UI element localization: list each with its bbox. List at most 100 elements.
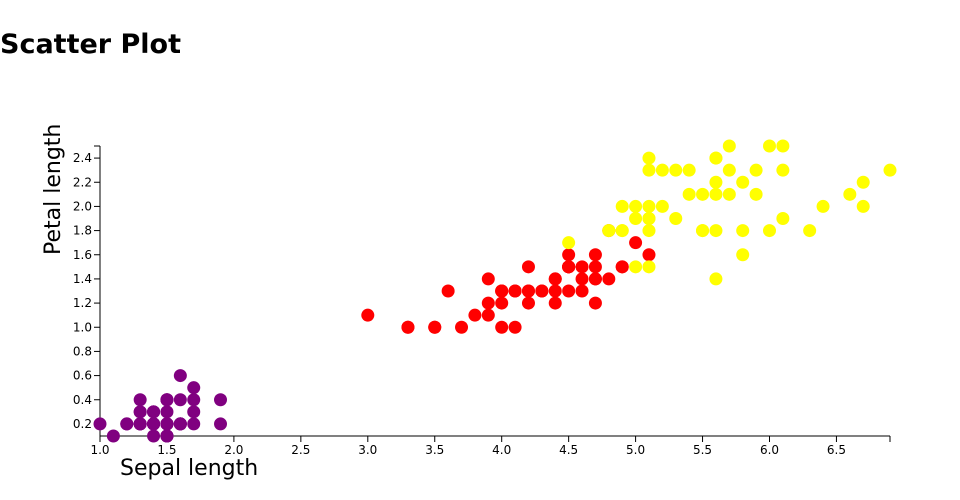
point xyxy=(173,417,187,431)
point xyxy=(133,417,147,431)
x-tick-label: 1.5 xyxy=(157,443,176,457)
point xyxy=(214,393,228,407)
point xyxy=(481,272,495,286)
point xyxy=(508,284,522,298)
point xyxy=(856,175,870,189)
point xyxy=(642,212,656,225)
point xyxy=(696,224,710,238)
point xyxy=(147,405,161,419)
point xyxy=(816,199,830,213)
point xyxy=(562,248,576,262)
point xyxy=(709,187,723,201)
point xyxy=(642,151,656,165)
point xyxy=(803,224,817,238)
y-tick-label: 1.4 xyxy=(73,272,92,286)
point xyxy=(709,151,723,165)
y-tick-label: 1.0 xyxy=(73,320,92,334)
point xyxy=(548,296,562,310)
point xyxy=(736,248,750,262)
point xyxy=(776,163,790,177)
point xyxy=(575,284,589,298)
point xyxy=(401,320,415,334)
point xyxy=(187,393,201,407)
point xyxy=(548,284,562,298)
point xyxy=(588,272,602,286)
point xyxy=(173,393,187,407)
point xyxy=(160,393,174,407)
point xyxy=(642,163,656,177)
point xyxy=(521,284,535,298)
point xyxy=(588,296,602,310)
point xyxy=(173,369,187,383)
point xyxy=(749,163,763,177)
point xyxy=(709,224,723,238)
x-tick-label: 4.0 xyxy=(492,443,511,457)
point xyxy=(214,417,228,431)
point xyxy=(187,405,201,419)
point xyxy=(722,163,736,177)
point xyxy=(682,163,696,177)
x-tick-label: 5.5 xyxy=(693,443,712,457)
point xyxy=(187,417,201,431)
point xyxy=(588,260,602,274)
point xyxy=(709,175,723,189)
y-tick-label: 1.8 xyxy=(73,224,92,238)
x-tick-label: 2.0 xyxy=(224,443,243,457)
point xyxy=(856,199,870,213)
point xyxy=(642,248,656,262)
point xyxy=(615,260,629,274)
point xyxy=(562,236,576,250)
point xyxy=(736,175,750,189)
y-tick-label: 2.0 xyxy=(73,199,92,213)
y-tick-label: 1.2 xyxy=(73,296,92,310)
point xyxy=(361,308,375,322)
point xyxy=(548,272,562,286)
point xyxy=(669,163,683,177)
point xyxy=(629,199,643,213)
point xyxy=(682,187,696,201)
x-tick-label: 2.5 xyxy=(291,443,310,457)
point xyxy=(883,163,897,177)
x-axis-label: Sepal length xyxy=(120,456,258,481)
y-tick-label: 1.6 xyxy=(73,248,92,262)
point xyxy=(521,260,535,274)
point xyxy=(508,320,522,334)
x-tick-label: 3.0 xyxy=(358,443,377,457)
point xyxy=(495,296,509,310)
point xyxy=(160,405,174,419)
point xyxy=(669,212,683,225)
point xyxy=(762,139,776,153)
y-tick-label: 0.2 xyxy=(73,417,92,431)
point xyxy=(455,320,469,334)
point xyxy=(562,260,576,274)
point xyxy=(749,187,763,201)
point xyxy=(495,320,509,334)
point xyxy=(147,429,161,443)
point xyxy=(160,417,174,431)
y-tick-label: 0.8 xyxy=(73,344,92,358)
point xyxy=(602,224,616,238)
y-tick-label: 2.4 xyxy=(73,151,92,165)
point xyxy=(642,260,656,274)
point xyxy=(93,417,107,431)
point xyxy=(575,272,589,286)
point xyxy=(642,224,656,238)
point xyxy=(615,199,629,213)
point xyxy=(147,417,161,431)
point xyxy=(481,296,495,310)
point xyxy=(696,187,710,201)
x-tick-label: 1.0 xyxy=(90,443,109,457)
point xyxy=(106,429,120,443)
point xyxy=(615,224,629,238)
point xyxy=(588,248,602,262)
point xyxy=(655,163,669,177)
point xyxy=(762,224,776,238)
point xyxy=(562,284,576,298)
y-axis-label: Petal length xyxy=(41,124,66,255)
y-tick-label: 2.2 xyxy=(73,175,92,189)
point xyxy=(642,199,656,213)
point xyxy=(629,260,643,274)
point xyxy=(187,381,201,395)
y-tick-label: 0.4 xyxy=(73,393,92,407)
